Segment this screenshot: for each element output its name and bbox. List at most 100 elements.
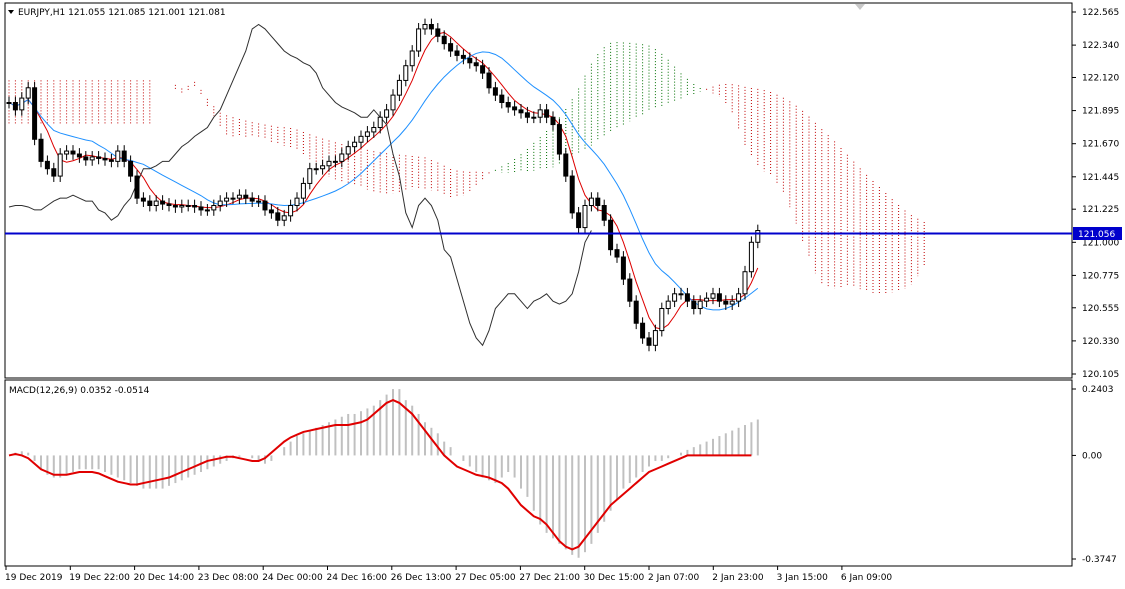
price-tick-label: 120.330 [1082,337,1119,347]
candle-body [544,109,550,118]
candle-body [608,219,614,251]
candle-body [153,200,159,207]
macd-tick-label: 0.2403 [1082,385,1114,395]
candle-body [179,205,185,208]
candle-body [294,197,300,207]
main-pane[interactable] [4,2,1073,379]
candle-body [320,165,326,170]
candle-body [352,141,358,148]
price-tick-label: 121.670 [1082,140,1119,150]
candle-body [416,28,422,52]
candle-body [505,102,511,108]
candle-body [454,50,460,56]
time-tick-label: 24 Dec 16:00 [327,573,388,583]
chikou-span-line [8,23,592,347]
candle-body [57,153,63,177]
candle-body [704,297,710,302]
candle-body [672,293,678,302]
candle-body [524,112,530,118]
candle-body [108,159,114,162]
time-tick-label: 19 Dec 22:00 [69,573,130,583]
time-tick-label: 2 Jan 07:00 [648,573,700,583]
candle-body [665,300,671,310]
candle-body [460,54,466,59]
candle-body [646,337,652,346]
candle-body [345,146,351,155]
time-axis: 19 Dec 2019 19 Dec 22:00 20 Dec 14:00 23 De… [5,566,892,583]
candle-body [467,57,473,64]
candle-body [640,322,646,339]
candle-body [6,102,12,104]
candle-body [736,293,742,302]
price-tick-label: 120.775 [1082,271,1119,281]
candle-body [339,153,345,162]
macd-axis: 0.2403 0.00 -0.3747 [1072,385,1117,565]
candle-body [723,300,729,305]
candle-body [288,205,294,217]
macd-pane[interactable] [4,379,1073,567]
candle-body [204,209,210,212]
candle-body [300,182,306,199]
chart-shift-marker[interactable] [855,4,865,10]
candle-body [249,197,255,202]
candle-body [742,271,748,295]
candle-body [448,43,454,52]
candle-body [678,293,684,296]
price-tick-label: 121.895 [1082,107,1119,117]
candle-body [211,205,217,211]
time-tick-label: 20 Dec 14:00 [134,573,195,583]
candle-body [409,50,415,67]
candle-body [499,94,505,103]
candle-body [371,127,377,133]
price-badge-bg [1073,227,1122,240]
candle-body [140,197,146,202]
candle-body [582,205,588,229]
time-tick-label: 26 Dec 13:00 [391,573,452,583]
candle-body [326,160,332,167]
symbol-dropdown-icon[interactable] [8,10,14,14]
candle-body [403,65,409,81]
macd-tick-label: 0.00 [1082,451,1102,461]
candle-body [595,197,601,207]
candle-body [198,206,204,211]
price-tick-label: 122.340 [1082,41,1119,51]
candle-body [160,200,166,205]
candle-body [12,102,18,111]
candle-body [262,200,268,211]
time-tick-label: 27 Dec 21:00 [519,573,580,583]
price-tick-label: 122.565 [1082,8,1119,18]
candle-body [147,200,153,207]
candle-body [236,194,242,199]
candle-body [313,168,319,171]
candle-body [166,203,172,207]
macd-tick-label: -0.3747 [1082,555,1117,565]
candle-body [652,330,658,346]
price-tick-label: 121.445 [1082,173,1119,183]
candle-body [601,205,607,221]
price-tick-label: 120.105 [1082,370,1119,380]
price-tick-label: 121.000 [1082,238,1119,248]
candle-body [76,153,82,158]
ichimoku-lines [8,23,759,347]
candle-body [729,300,735,305]
time-tick-label: 24 Dec 00:00 [262,573,323,583]
candle-body [633,300,639,324]
candle-body [396,79,402,96]
candle-body [441,35,447,45]
candle-body [422,24,428,30]
candle-body [550,116,556,126]
candle-body [512,106,518,111]
candle-body [428,24,434,30]
candle-body [89,156,95,161]
candle-body [556,124,562,155]
candle-body [697,300,703,310]
candle-body [537,109,543,118]
candle-body [518,109,524,114]
candle-body [224,197,230,202]
candle-body [480,65,486,74]
candle-body [70,150,76,155]
candle-body [102,157,108,161]
candle-body [492,87,498,96]
candle-body [230,197,236,200]
